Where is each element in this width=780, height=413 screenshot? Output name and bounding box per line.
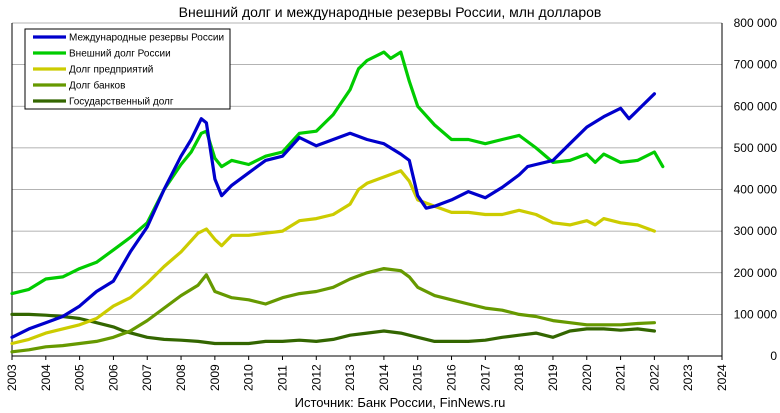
- x-tick-label: 2016: [445, 364, 459, 391]
- x-tick-label: 2011: [275, 365, 289, 391]
- y-tick-label: 200 000: [734, 266, 778, 280]
- legend-label-corporate-debt: Долг предприятий: [69, 65, 153, 76]
- y-tick-label: 700 000: [734, 58, 778, 72]
- x-tick-label: 2005: [73, 364, 87, 391]
- legend: Международные резервы России Внешний долг…: [24, 28, 231, 110]
- x-tick-label: 2009: [208, 364, 222, 391]
- x-tick-label: 2014: [377, 364, 391, 391]
- y-tick-label: 400 000: [734, 183, 778, 197]
- legend-label-bank-debt: Долг банков: [69, 80, 125, 92]
- chart-source: Источник: Банк России, FinNews.ru: [295, 395, 506, 410]
- x-tick-label: 2004: [39, 364, 53, 391]
- legend-label-reserves: Международные резервы России: [69, 33, 224, 44]
- x-tick-label: 2021: [614, 364, 628, 391]
- data-series: [10, 50, 665, 354]
- x-tick-label: 2022: [647, 364, 661, 391]
- y-tick-label: 300 000: [734, 224, 778, 238]
- series-line-reserves: [10, 92, 657, 339]
- x-tick-label: 2023: [681, 364, 695, 391]
- y-tick-label: 100 000: [734, 307, 778, 321]
- x-tick-label: 2006: [106, 364, 120, 391]
- x-tick-label: 2017: [478, 364, 492, 391]
- series-line-government-debt: [10, 312, 657, 346]
- series-line-bank-debt: [10, 267, 657, 354]
- x-tick-label: 2003: [5, 364, 19, 391]
- legend-label-government-debt: Государственный долг: [69, 97, 174, 108]
- x-tick-label: 2024: [715, 364, 729, 391]
- series-line-external-debt: [10, 50, 665, 296]
- legend-label-external-debt: Внешний долг России: [69, 49, 171, 60]
- x-tick-label: 2018: [512, 364, 526, 391]
- x-tick-label: 2013: [343, 364, 357, 391]
- y-axis-tick-labels: 0 100 000 200 000 300 000 400 000 500 000 600 …: [734, 16, 778, 363]
- x-tick-label: 2007: [140, 364, 154, 391]
- x-tick-label: 2012: [309, 364, 323, 391]
- y-tick-label: 800 000: [734, 16, 778, 30]
- y-tick-label: 0: [770, 349, 777, 363]
- series-line-corporate-debt: [10, 169, 657, 346]
- chart-title: Внешний долг и международные резервы Рос…: [179, 4, 602, 20]
- axes: [11, 23, 723, 360]
- y-tick-label: 500 000: [734, 141, 778, 155]
- x-tick-label: 2015: [411, 364, 425, 391]
- x-tick-label: 2020: [580, 364, 594, 391]
- y-tick-label: 600 000: [734, 99, 778, 113]
- x-axis-tick-labels: 2003 2004 2005 2006 2007 2008 2009 2010 2011 2012…: [5, 364, 729, 391]
- x-tick-label: 2008: [174, 364, 188, 391]
- x-tick-label: 2019: [546, 364, 560, 391]
- x-tick-label: 2010: [242, 364, 256, 391]
